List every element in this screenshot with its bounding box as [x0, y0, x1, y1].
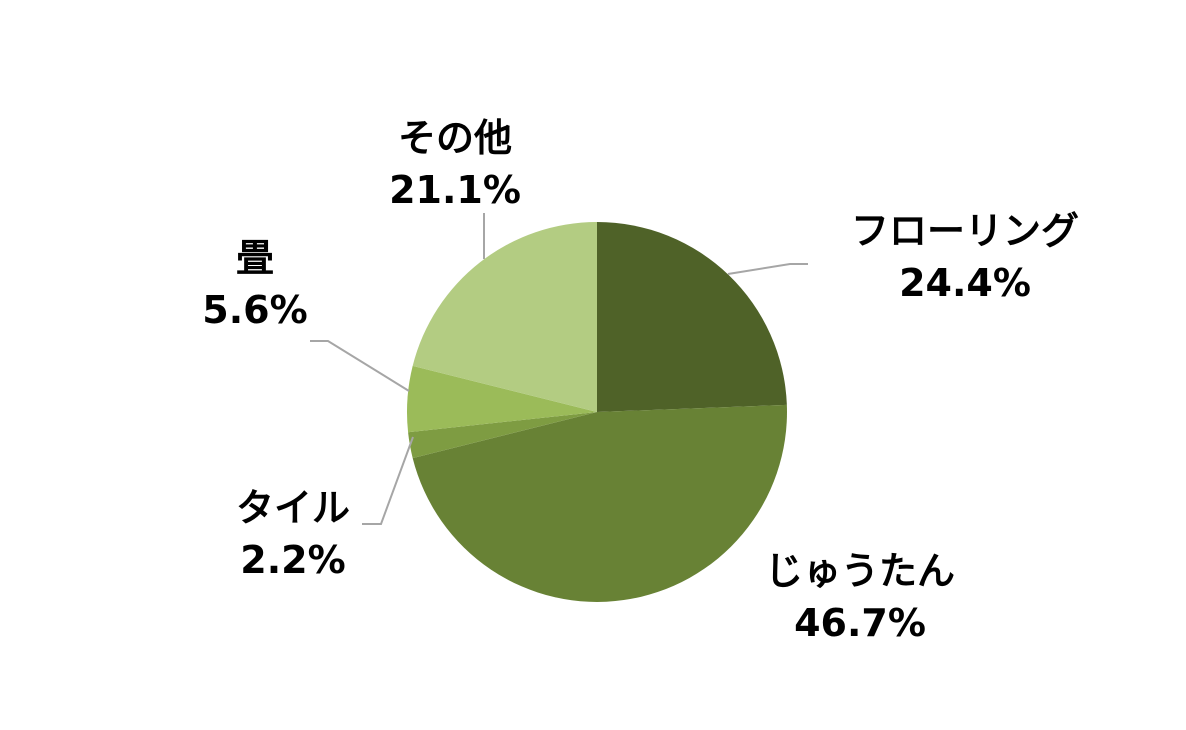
- label-other-value: 21.1%: [389, 168, 521, 212]
- slice-other: [412, 222, 597, 412]
- label-tatami-name: 畳: [235, 236, 274, 280]
- slice-tile: [408, 412, 597, 459]
- leader-lines: [310, 213, 808, 525]
- label-carpet: じゅうたん 46.7%: [745, 545, 975, 649]
- label-other: その他 21.1%: [370, 112, 540, 216]
- label-carpet-name: じゅうたん: [764, 549, 955, 593]
- label-other-name: その他: [397, 116, 512, 160]
- slice-carpet: [412, 404, 787, 602]
- slice-tatami: [406, 365, 597, 433]
- pie-slices: [406, 222, 787, 602]
- slice-flooring: [597, 222, 787, 412]
- label-tile: タイル 2.2%: [218, 482, 368, 586]
- label-flooring-value: 24.4%: [899, 261, 1031, 305]
- label-flooring: フローリング 24.4%: [830, 205, 1100, 309]
- label-tile-name: タイル: [235, 486, 350, 530]
- label-tatami-value: 5.6%: [202, 288, 308, 332]
- label-tatami: 畳 5.6%: [185, 232, 325, 336]
- leader-tatami: [310, 340, 410, 392]
- label-carpet-value: 46.7%: [794, 601, 926, 645]
- leader-flooring: [727, 263, 808, 275]
- label-tile-value: 2.2%: [240, 538, 346, 582]
- leader-tile: [362, 436, 414, 525]
- label-flooring-name: フローリング: [850, 209, 1079, 253]
